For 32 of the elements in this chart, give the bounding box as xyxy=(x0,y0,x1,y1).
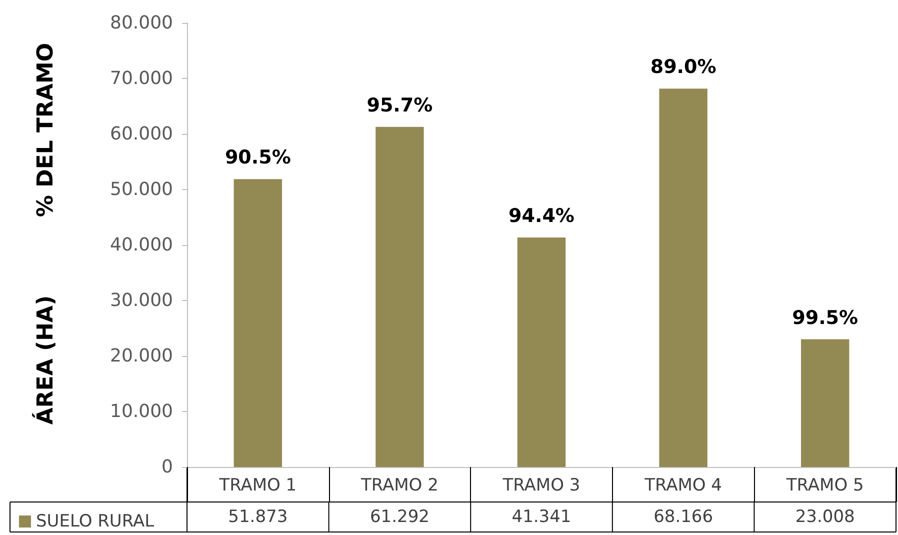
y-tick-label: 50.000 xyxy=(110,179,173,200)
bar xyxy=(800,339,850,467)
y-axis-title: ÁREA (HA) xyxy=(32,295,58,425)
x-tick-label: TRAMO 5 xyxy=(785,476,864,496)
y-tick-label: 30.000 xyxy=(110,290,173,311)
annotation: 94.4% xyxy=(508,205,574,228)
data-label: 51.873 xyxy=(228,507,288,527)
legend-label: SUELO RURAL xyxy=(36,512,155,532)
x-tick-label: TRAMO 3 xyxy=(502,476,580,496)
annotation: 99.5% xyxy=(792,306,858,329)
annotation: 90.5% xyxy=(224,146,291,169)
y-tick-label: 20.000 xyxy=(110,346,173,366)
y-tick-label: 80.000 xyxy=(110,12,173,34)
y-tick-label: 0 xyxy=(162,456,173,478)
data-label: 23.008 xyxy=(795,507,855,527)
y-tick-label: 60.000 xyxy=(110,124,173,144)
data-label: 61.292 xyxy=(370,507,430,527)
x-tick-label: TRAMO 4 xyxy=(644,476,722,496)
bar xyxy=(234,179,282,467)
bar xyxy=(376,126,424,467)
data-label: 68.166 xyxy=(654,507,714,527)
bar xyxy=(659,88,708,467)
y-tick-label: 70.000 xyxy=(110,68,173,89)
annotation: 89.0% xyxy=(650,56,716,78)
annotation: 95.7% xyxy=(366,94,433,116)
x-tick-label: TRAMO 2 xyxy=(360,476,438,496)
bar xyxy=(517,238,566,467)
text: % DEL TRAMO xyxy=(34,42,58,218)
data-label: 41.341 xyxy=(512,507,572,527)
x-tick-label: TRAMO 1 xyxy=(218,476,297,496)
y-tick-label: 10.000 xyxy=(110,401,173,422)
y-tick-label: 40.000 xyxy=(110,234,173,256)
